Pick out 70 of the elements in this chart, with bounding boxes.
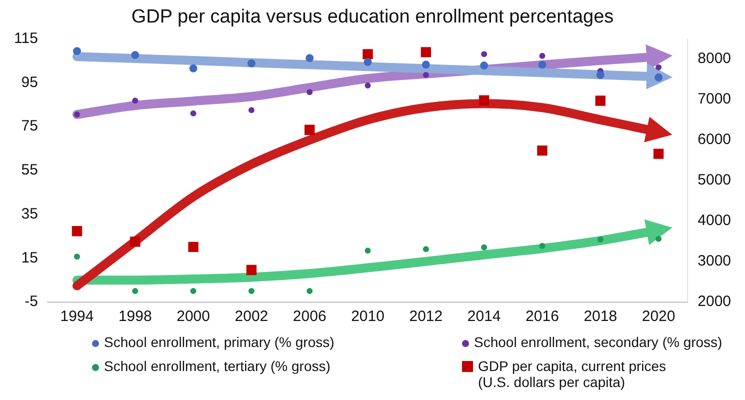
y-tick-label: 95 <box>21 74 38 91</box>
x-tick-label: 2018 <box>584 308 618 326</box>
point <box>190 110 196 116</box>
y-tick-label: 75 <box>21 118 38 135</box>
x-tick-label: 2016 <box>526 308 559 326</box>
x-tick-label: 2012 <box>409 308 443 326</box>
point <box>539 52 546 59</box>
y-tick-label: 55 <box>21 162 38 179</box>
point <box>189 64 198 72</box>
x-tick-label: 1998 <box>118 308 152 326</box>
point <box>653 148 664 159</box>
point <box>480 62 488 70</box>
point <box>306 288 313 294</box>
legend-label: School enrollment, primary (% gross) <box>104 334 334 350</box>
point <box>481 244 488 250</box>
point <box>478 95 490 106</box>
point <box>539 242 546 249</box>
point <box>420 47 432 58</box>
point <box>596 70 604 79</box>
y2-tick-label: 2000 <box>698 293 732 310</box>
x-tick-label: 2010 <box>351 308 384 326</box>
point <box>72 226 82 236</box>
x-tick-label: 2014 <box>467 308 501 326</box>
point <box>74 111 80 118</box>
point <box>190 288 196 294</box>
point <box>422 72 429 78</box>
x-tick-label: 1994 <box>60 308 94 326</box>
point <box>364 248 371 254</box>
point <box>188 242 198 252</box>
point <box>364 82 371 89</box>
point <box>422 60 430 69</box>
point <box>72 47 81 56</box>
point <box>130 236 140 247</box>
y2-tick-label: 5000 <box>698 172 732 189</box>
y-tick-label: 35 <box>21 205 38 222</box>
point <box>306 54 314 62</box>
y2-tick-label: 4000 <box>698 212 732 230</box>
y2-tick-label: 8000 <box>698 50 732 68</box>
legend-label: GDP per capita, current prices (U.S. dollars per capita) <box>478 358 668 390</box>
chart-title: GDP per capita versus education enrollment percentages <box>131 6 614 28</box>
y-tick-label: 15 <box>21 249 38 266</box>
legend-label: School enrollment, tertiary (% gross) <box>104 358 330 374</box>
point <box>247 59 256 68</box>
y2-tick-label: 7000 <box>698 90 732 108</box>
point <box>304 124 315 136</box>
point <box>597 236 604 242</box>
point <box>538 60 546 69</box>
point <box>74 254 80 260</box>
point <box>481 51 488 58</box>
point <box>422 246 429 252</box>
x-tick-label: 2020 <box>642 308 676 326</box>
point <box>132 98 138 104</box>
point <box>248 107 254 114</box>
point <box>364 58 372 66</box>
point <box>131 51 140 60</box>
y-tick-label: 115 <box>14 30 38 47</box>
x-tick-label: 2002 <box>234 308 268 326</box>
x-tick-label: 2000 <box>176 308 210 326</box>
point <box>595 96 606 106</box>
point <box>248 288 254 294</box>
legend-label: School enrollment, secondary (% gross) <box>474 334 722 350</box>
y2-tick-label: 3000 <box>698 252 732 270</box>
point <box>132 288 138 294</box>
point <box>306 89 313 96</box>
y2-tick-label: 6000 <box>698 131 732 148</box>
point <box>537 145 548 156</box>
point <box>246 264 257 276</box>
y-tick-label: -5 <box>24 293 38 310</box>
point <box>362 49 373 60</box>
x-tick-label: 2006 <box>292 308 326 326</box>
